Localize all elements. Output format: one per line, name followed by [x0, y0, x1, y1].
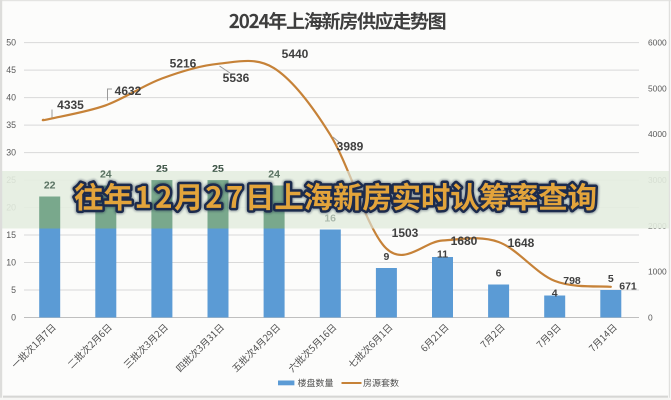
- svg-text:25: 25: [212, 163, 224, 175]
- svg-text:40: 40: [6, 93, 16, 103]
- svg-text:6000: 6000: [648, 38, 667, 48]
- svg-text:15: 15: [6, 230, 16, 240]
- svg-text:3989: 3989: [337, 140, 364, 154]
- svg-text:1000: 1000: [648, 267, 667, 277]
- svg-text:5536: 5536: [223, 71, 250, 85]
- svg-text:0: 0: [648, 313, 653, 323]
- svg-text:4335: 4335: [57, 98, 84, 112]
- svg-text:6: 6: [496, 268, 502, 280]
- svg-text:45: 45: [6, 65, 16, 75]
- svg-text:25: 25: [156, 163, 168, 175]
- svg-text:798: 798: [563, 275, 581, 287]
- svg-text:1503: 1503: [392, 226, 419, 240]
- svg-text:4: 4: [552, 287, 558, 299]
- svg-text:35: 35: [6, 120, 16, 130]
- svg-text:0: 0: [11, 313, 16, 323]
- svg-text:4000: 4000: [648, 129, 667, 139]
- svg-text:4632: 4632: [115, 84, 142, 98]
- svg-text:10: 10: [6, 258, 16, 268]
- svg-text:5440: 5440: [282, 47, 309, 61]
- svg-text:5: 5: [608, 273, 614, 285]
- svg-text:30: 30: [6, 148, 16, 158]
- svg-text:24: 24: [268, 169, 280, 181]
- svg-text:24: 24: [100, 169, 112, 181]
- svg-text:16: 16: [324, 213, 336, 225]
- svg-text:9: 9: [383, 251, 389, 263]
- svg-text:25: 25: [156, 163, 168, 175]
- svg-text:5000: 5000: [648, 83, 667, 93]
- svg-text:5216: 5216: [170, 57, 197, 71]
- svg-text:671: 671: [619, 281, 637, 293]
- svg-text:22: 22: [44, 180, 56, 192]
- svg-text:1680: 1680: [451, 234, 478, 248]
- svg-text:50: 50: [6, 38, 16, 48]
- svg-text:11: 11: [437, 249, 448, 261]
- svg-text:1648: 1648: [508, 236, 535, 250]
- svg-text:25: 25: [212, 163, 224, 175]
- svg-text:5: 5: [11, 285, 16, 295]
